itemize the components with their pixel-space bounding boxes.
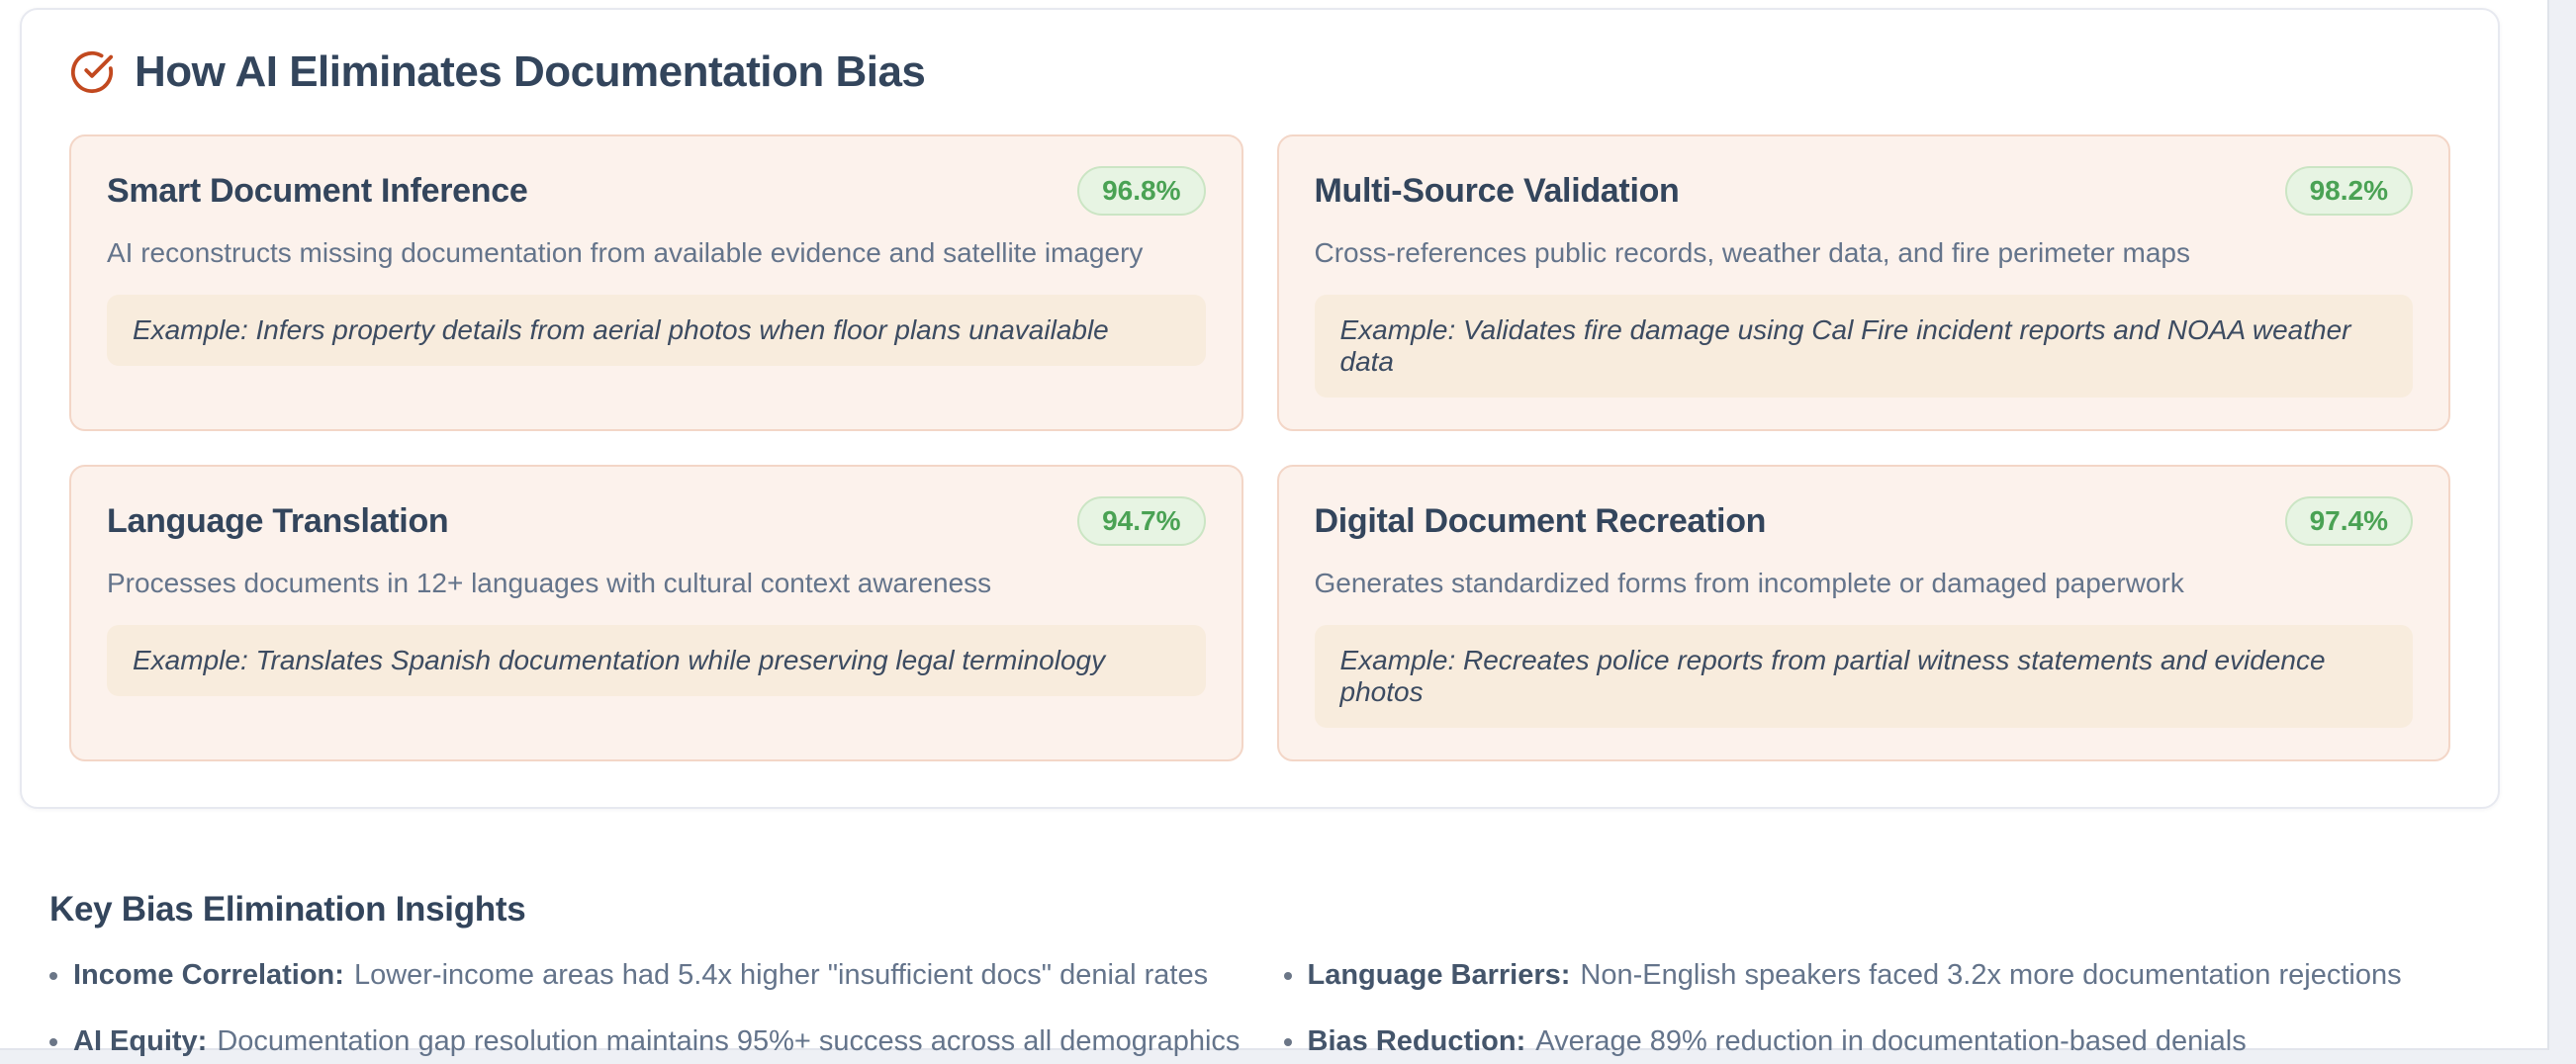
insight-label: AI Equity: — [73, 1025, 208, 1057]
insight-body: Non-English speakers faced 3.2x more doc… — [1580, 959, 2402, 991]
bullet-dot — [49, 1037, 57, 1046]
card-title: Multi-Source Validation — [1314, 171, 1680, 210]
card-language-translation: Language Translation 94.7% Processes doc… — [69, 465, 1243, 761]
key-insights-section: Key Bias Elimination Insights Income Cor… — [49, 890, 2498, 1058]
insights-list: Income Correlation: Lower-income areas ha… — [49, 959, 2498, 1058]
bullet-dot — [1283, 971, 1292, 980]
card-description: AI reconstructs missing documentation fr… — [107, 237, 1144, 268]
circle-check-icon — [69, 49, 115, 95]
score-badge: 96.8% — [1077, 166, 1206, 216]
score-badge: 94.7% — [1077, 496, 1206, 546]
insight-income-correlation: Income Correlation: Lower-income areas ha… — [49, 959, 1264, 992]
card-description: Cross-references public records, weather… — [1314, 237, 2191, 268]
insight-label: Language Barriers: — [1307, 959, 1571, 991]
insight-text: Bias Reduction: Average 89% reduction in … — [1308, 1025, 2247, 1058]
card-example: Example: Infers property details from ae… — [107, 295, 1206, 366]
feature-cards-grid: Smart Document Inference 96.8% AI recons… — [69, 134, 2450, 761]
insight-ai-equity: AI Equity: Documentation gap resolution m… — [49, 1025, 1264, 1058]
score-badge: 98.2% — [2284, 166, 2413, 216]
insight-label: Income Correlation: — [73, 959, 344, 991]
insight-body: Lower-income areas had 5.4x higher "insu… — [353, 959, 1209, 991]
card-smart-document-inference: Smart Document Inference 96.8% AI recons… — [69, 134, 1243, 431]
card-example: Example: Validates fire damage using Cal… — [1314, 295, 2413, 398]
card-header: Language Translation 94.7% — [107, 496, 1206, 546]
insight-language-barriers: Language Barriers: Non-English speakers f… — [1283, 959, 2499, 992]
card-example: Example: Recreates police reports from p… — [1314, 625, 2413, 728]
panel-header: How AI Eliminates Documentation Bias — [69, 47, 2450, 97]
card-digital-document-recreation: Digital Document Recreation 97.4% Genera… — [1276, 465, 2450, 761]
card-description: Generates standardized forms from incomp… — [1314, 568, 2184, 598]
card-title: Language Translation — [107, 501, 449, 540]
card-header: Multi-Source Validation 98.2% — [1314, 166, 2413, 216]
insight-text: Income Correlation: Lower-income areas ha… — [73, 959, 1208, 992]
panel-title: How AI Eliminates Documentation Bias — [135, 47, 926, 96]
card-header: Digital Document Recreation 97.4% — [1314, 496, 2413, 546]
card-multi-source-validation: Multi-Source Validation 98.2% Cross-refe… — [1276, 134, 2450, 431]
insight-bias-reduction: Bias Reduction: Average 89% reduction in … — [1283, 1025, 2499, 1058]
bullet-dot — [1283, 1037, 1292, 1046]
card-title: Smart Document Inference — [107, 171, 528, 210]
insight-label: Bias Reduction: — [1307, 1025, 1526, 1057]
card-description: Processes documents in 12+ languages wit… — [107, 568, 992, 598]
insight-text: Language Barriers: Non-English speakers f… — [1308, 959, 2402, 992]
score-badge: 97.4% — [2284, 496, 2413, 546]
insight-text: AI Equity: Documentation gap resolution m… — [73, 1025, 1240, 1058]
insights-heading: Key Bias Elimination Insights — [49, 890, 526, 929]
bullet-dot — [49, 971, 57, 980]
card-header: Smart Document Inference 96.8% — [107, 166, 1206, 216]
card-title: Digital Document Recreation — [1314, 501, 1767, 540]
documentation-bias-panel: How AI Eliminates Documentation Bias Sma… — [20, 8, 2500, 809]
insight-body: Average 89% reduction in documentation-b… — [1535, 1025, 2247, 1057]
card-example: Example: Translates Spanish documentatio… — [107, 625, 1206, 696]
insight-body: Documentation gap resolution maintains 9… — [217, 1025, 1241, 1057]
